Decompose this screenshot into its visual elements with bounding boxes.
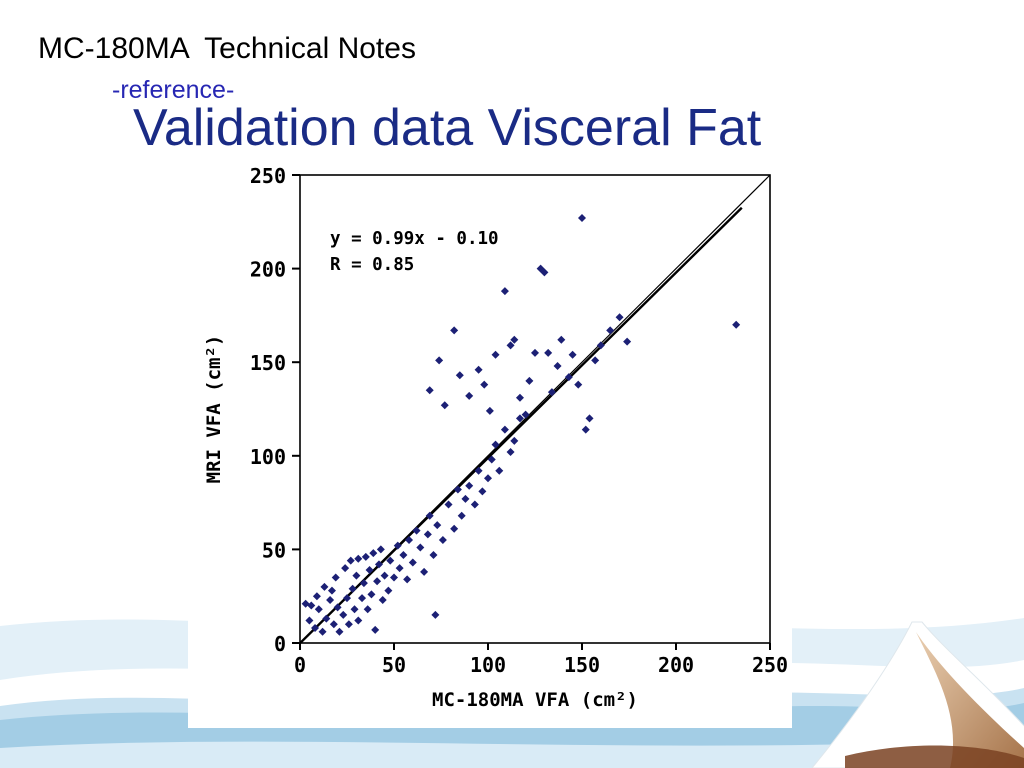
reference-label: -reference- <box>112 76 235 104</box>
scatter-chart: 0 50 100 150 200 250 0 50 100 150 200 250 y = 0.99x … <box>203 164 788 711</box>
plot-frame <box>299 174 771 644</box>
x-tick-label: 150 <box>564 653 600 677</box>
y-tick-label: 150 <box>250 351 286 375</box>
scatter-points <box>301 214 741 636</box>
regression-line <box>299 206 743 645</box>
x-axis-label: MC-180MA VFA (cm²) <box>432 689 638 711</box>
correlation-value: R = 0.85 <box>330 255 414 275</box>
chart-panel: 0 50 100 150 200 250 0 50 100 150 200 250 y = 0.99x … <box>188 158 792 728</box>
x-tick-label: 100 <box>470 653 506 677</box>
y-axis-label: MRI VFA (cm²) <box>203 335 225 484</box>
y-tick-label: 0 <box>274 632 286 656</box>
slide-main-title: Validation data Visceral Fat <box>133 99 762 157</box>
x-tick-label: 200 <box>658 653 694 677</box>
y-tick-label: 200 <box>250 258 286 282</box>
y-tick-label: 250 <box>250 164 286 188</box>
mountain-graphic <box>811 621 1024 768</box>
slide-header-title: MC-180MA Technical Notes <box>38 32 416 65</box>
x-tick-label: 50 <box>382 653 406 677</box>
regression-equation: y = 0.99x - 0.10 <box>330 229 499 249</box>
y-tick-label: 100 <box>250 445 286 469</box>
x-tick-label: 0 <box>294 653 306 677</box>
x-tick-label: 250 <box>752 653 788 677</box>
y-tick-label: 50 <box>262 538 286 562</box>
